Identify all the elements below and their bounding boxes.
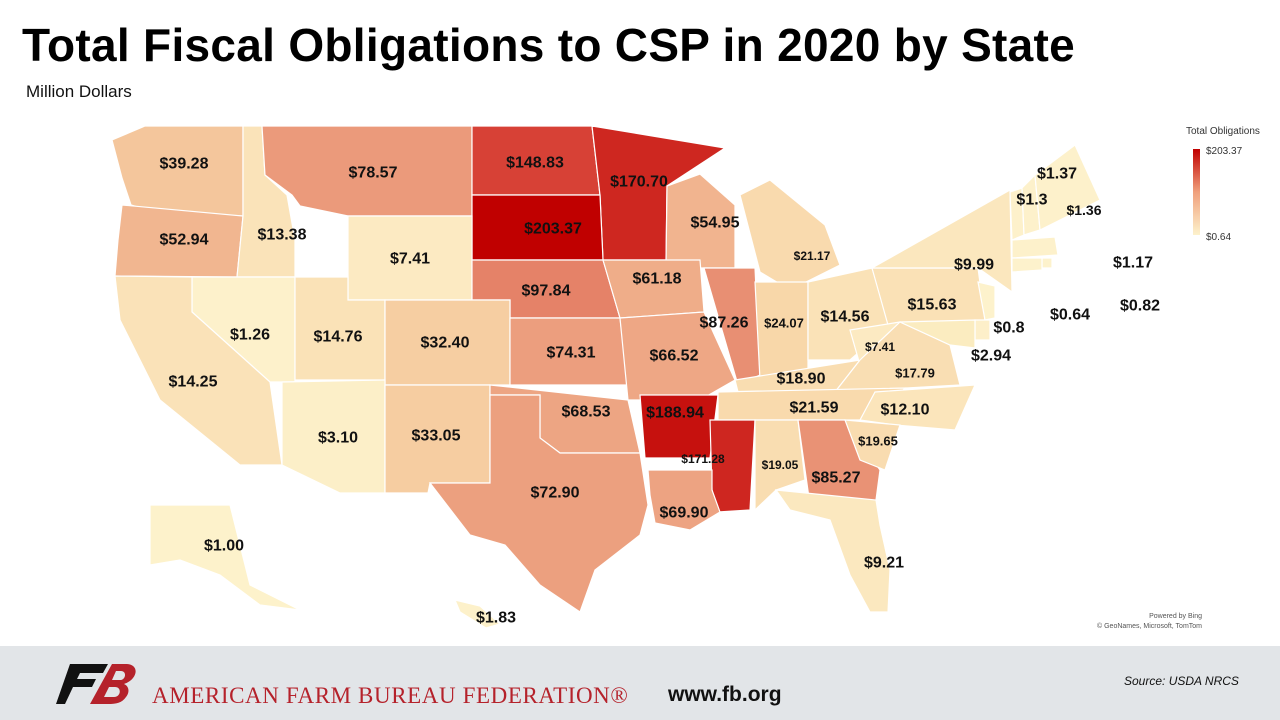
state-label-nm: $33.05 xyxy=(412,428,461,445)
state-label-tx: $72.90 xyxy=(531,485,580,502)
state-label-pa: $15.63 xyxy=(908,297,957,314)
state-label-ar: $188.94 xyxy=(646,405,704,422)
state-label-hi: $1.83 xyxy=(476,610,516,627)
state-label-tn: $21.59 xyxy=(790,400,839,417)
state-tx xyxy=(428,394,649,613)
state-label-fl: $9.21 xyxy=(864,555,904,572)
state-label-ct: $0.64 xyxy=(1050,307,1090,324)
state-in xyxy=(754,281,809,381)
state-label-sc: $19.65 xyxy=(858,434,898,449)
state-label-mo: $66.52 xyxy=(650,348,699,365)
legend-title: Total Obligations xyxy=(1186,126,1260,137)
state-sc xyxy=(844,419,901,471)
state-label-az: $3.10 xyxy=(318,430,358,447)
state-label-co: $32.40 xyxy=(421,335,470,352)
state-az xyxy=(281,379,386,494)
state-label-ga: $85.27 xyxy=(812,470,861,487)
state-mi xyxy=(739,179,841,291)
state-ri xyxy=(1041,257,1053,269)
page-subtitle: Million Dollars xyxy=(26,82,132,101)
state-ia xyxy=(602,259,705,319)
state-ct xyxy=(1011,257,1043,273)
state-label-me: $1.37 xyxy=(1037,166,1077,183)
state-la xyxy=(647,469,721,531)
state-label-ny: $9.99 xyxy=(954,257,994,274)
state-label-wa: $39.28 xyxy=(160,156,209,173)
state-label-ne: $97.84 xyxy=(522,283,571,300)
source-note: Source: USDA NRCS xyxy=(1124,674,1239,688)
footer-bar xyxy=(0,646,1280,720)
state-fl xyxy=(774,489,891,613)
map-attribution: Powered by Bing © GeoNames, Microsoft, T… xyxy=(1097,612,1202,632)
state-label-ca: $14.25 xyxy=(169,374,218,391)
state-label-in: $24.07 xyxy=(764,316,804,331)
state-nj xyxy=(977,281,996,321)
state-label-ms: $171.28 xyxy=(681,452,725,466)
state-va xyxy=(833,321,961,393)
state-label-mt: $78.57 xyxy=(349,165,398,182)
state-nc xyxy=(859,384,976,431)
fb-logo-icon xyxy=(56,664,136,704)
state-label-ma: $1.17 xyxy=(1113,255,1153,272)
state-labels: $39.28 $52.94 $13.38 $78.57 $148.83 $170.70 $2… xyxy=(160,155,1161,627)
state-label-or: $52.94 xyxy=(160,232,209,249)
state-label-wi: $54.95 xyxy=(691,215,740,232)
state-label-nd: $148.83 xyxy=(506,155,564,172)
state-label-de: $2.94 xyxy=(971,348,1011,365)
state-label-nh: $1.36 xyxy=(1066,202,1101,218)
state-label-vt: $1.3 xyxy=(1016,192,1047,209)
state-shapes xyxy=(111,125,1101,629)
state-label-sd: $203.37 xyxy=(524,221,582,238)
state-label-wy: $7.41 xyxy=(390,251,430,268)
state-mo xyxy=(619,311,736,401)
state-hi xyxy=(453,599,502,629)
state-label-ut: $14.76 xyxy=(314,329,363,346)
state-wi xyxy=(665,173,736,269)
state-label-nj: $0.8 xyxy=(993,320,1024,337)
state-ma xyxy=(1011,236,1059,259)
state-label-nc: $12.10 xyxy=(881,402,930,419)
state-label-ky: $18.90 xyxy=(777,371,826,388)
state-label-wv: $7.41 xyxy=(865,340,895,354)
state-label-mn: $170.70 xyxy=(610,174,668,191)
state-label-ok: $68.53 xyxy=(562,404,611,421)
state-label-al: $19.05 xyxy=(762,458,799,472)
organization-name: AMERICAN FARM BUREAU FEDERATION® xyxy=(152,683,629,708)
legend-min-label: $0.64 xyxy=(1206,232,1232,243)
state-label-oh: $14.56 xyxy=(821,309,870,326)
state-md xyxy=(899,319,976,349)
attribution-powered-by: Powered by Bing xyxy=(1149,613,1202,620)
state-label-ak: $1.00 xyxy=(204,538,244,555)
legend-color-scale xyxy=(1193,149,1200,235)
state-label-nv: $1.26 xyxy=(230,327,270,344)
state-label-il: $87.26 xyxy=(700,315,749,332)
state-label-id: $13.38 xyxy=(258,227,307,244)
state-me xyxy=(1034,144,1101,231)
us-choropleth-map: $39.28 $52.94 $13.38 $78.57 $148.83 $170.70 $2… xyxy=(111,125,1161,629)
state-label-va: $17.79 xyxy=(895,366,935,381)
legend-max-label: $203.37 xyxy=(1206,146,1243,157)
website-link[interactable]: www.fb.org xyxy=(668,683,782,706)
state-label-ks: $74.31 xyxy=(547,345,596,362)
state-label-ia: $61.18 xyxy=(633,271,682,288)
state-label-ri: $0.82 xyxy=(1120,298,1160,315)
state-ny xyxy=(869,188,1013,294)
state-ar xyxy=(639,394,719,459)
state-ak xyxy=(149,504,301,611)
state-label-mi: $21.17 xyxy=(794,249,831,263)
state-label-la: $69.90 xyxy=(660,505,709,522)
state-de xyxy=(974,319,991,341)
state-al xyxy=(754,419,806,512)
attribution-credits: © GeoNames, Microsoft, TomTom xyxy=(1097,623,1202,630)
page-title: Total Fiscal Obligations to CSP in 2020 … xyxy=(22,19,1076,71)
